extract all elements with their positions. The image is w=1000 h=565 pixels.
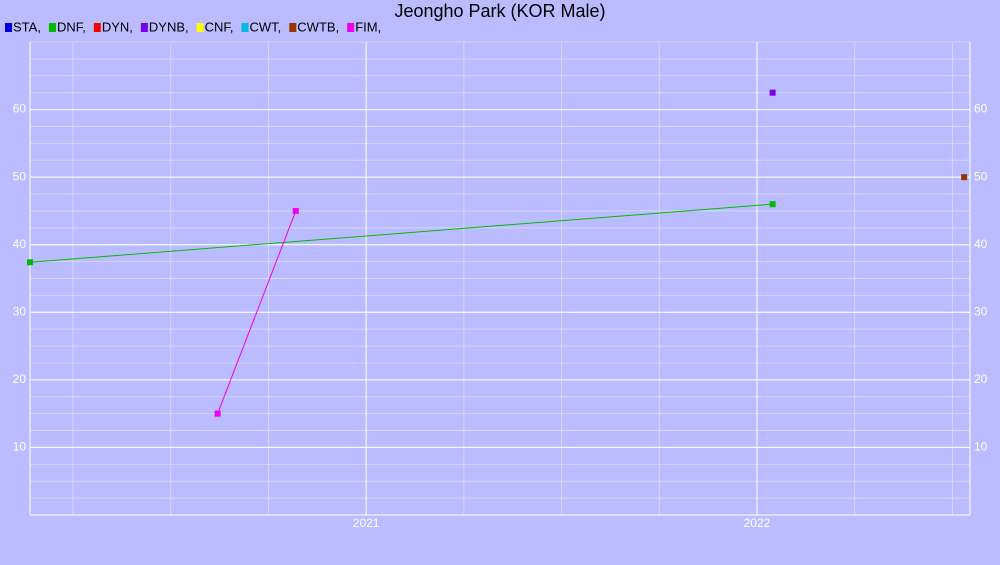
legend-label: DYNB, [149, 19, 189, 34]
y2-tick-label: 50 [974, 169, 988, 183]
legend-label: CWTB, [297, 19, 339, 34]
y2-tick-label: 10 [974, 440, 988, 454]
y2-tick-label: 60 [974, 102, 988, 116]
legend-swatch [48, 23, 56, 32]
legend-label: DNF, [57, 19, 86, 34]
legend-swatch [289, 23, 297, 32]
legend-swatch [241, 23, 249, 32]
x-tick-label: 2022 [744, 516, 771, 530]
y-tick-label: 50 [13, 169, 27, 183]
y2-tick-label: 30 [974, 304, 988, 318]
legend-label: CNF, [205, 19, 234, 34]
x-tick-label: 2021 [353, 516, 380, 530]
data-point [292, 207, 299, 214]
y-tick-label: 10 [13, 440, 27, 454]
legend-label: DYN, [102, 19, 133, 34]
y-tick-label: 40 [13, 237, 27, 251]
legend-swatch [347, 23, 355, 32]
legend-label: STA, [13, 19, 41, 34]
data-point [961, 174, 968, 181]
y2-tick-label: 20 [974, 372, 988, 386]
y-tick-label: 30 [13, 304, 27, 318]
y-tick-label: 60 [13, 102, 27, 116]
legend-swatch [5, 23, 12, 32]
legend-label: FIM, [355, 19, 381, 34]
data-point [214, 410, 221, 417]
legend-label: CWT, [250, 19, 282, 34]
series-line [217, 210, 297, 414]
legend-swatch [93, 23, 101, 32]
data-point [769, 89, 776, 96]
legend-swatch [140, 23, 148, 32]
series-line [29, 203, 773, 263]
data-point [769, 201, 776, 208]
chart-title: Jeongho Park (KOR Male) [394, 1, 605, 21]
data-point [27, 259, 33, 266]
y-tick-label: 20 [13, 372, 27, 386]
legend-swatch [196, 23, 204, 32]
y2-tick-label: 40 [974, 237, 988, 251]
